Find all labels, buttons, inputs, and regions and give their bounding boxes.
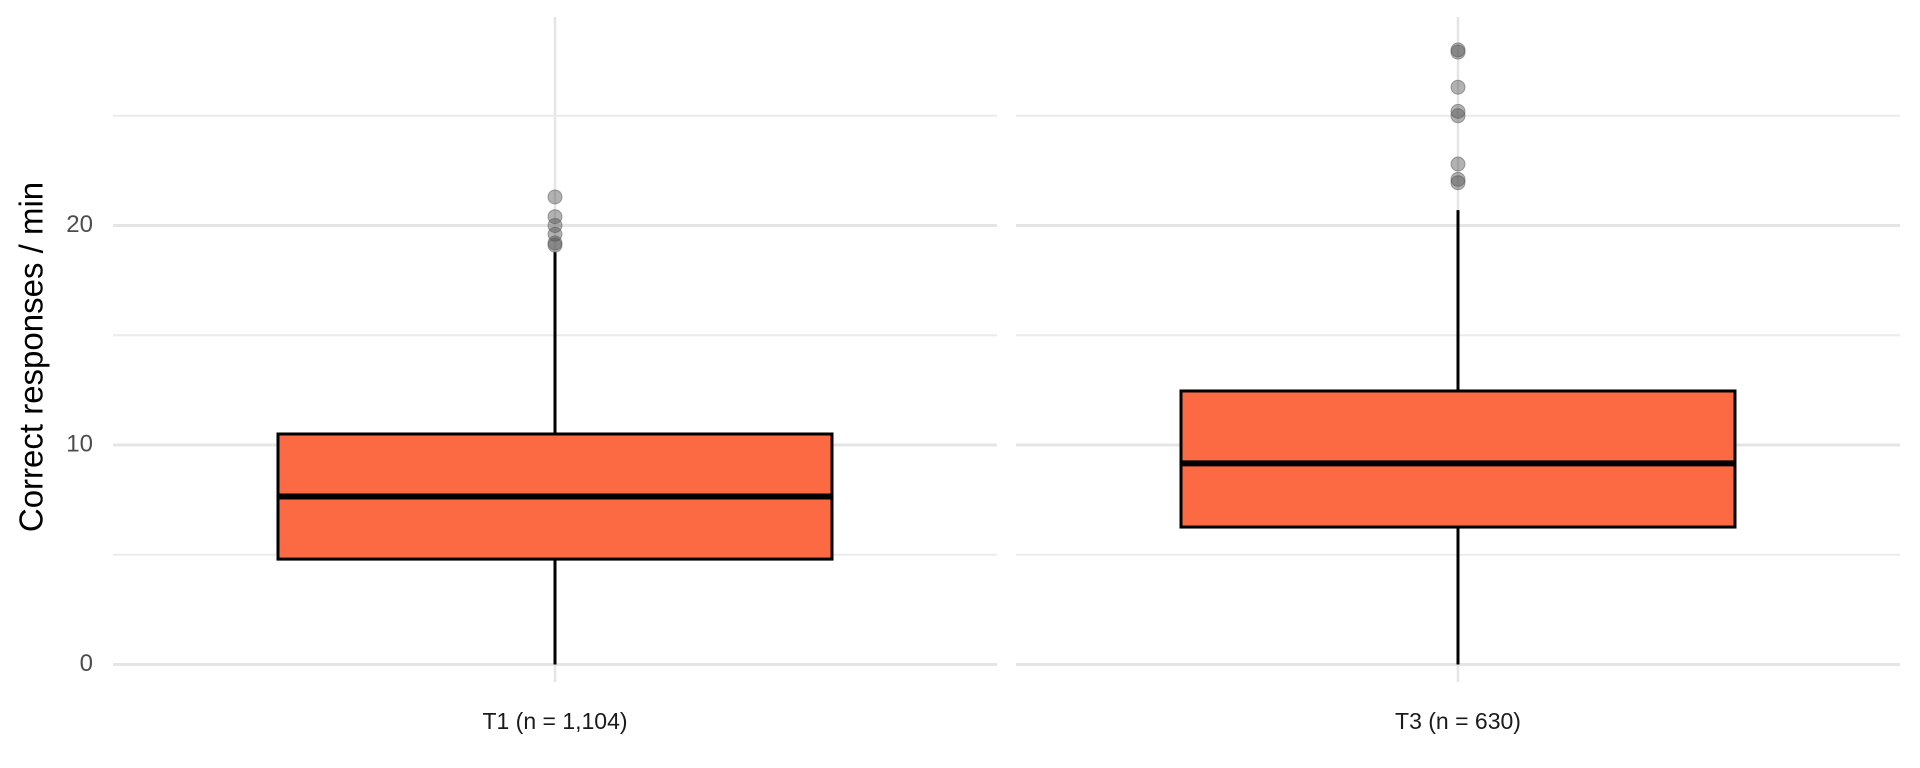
outlier <box>1450 108 1466 124</box>
outlier <box>1450 156 1466 172</box>
y-axis-label: Correct responses / min <box>13 182 50 532</box>
outlier <box>1450 171 1466 187</box>
x-tick-label: T1 (n = 1,104) <box>482 708 627 734</box>
outlier <box>1450 79 1466 95</box>
outlier <box>547 226 563 242</box>
outlier <box>1450 175 1466 191</box>
y-tick-label: 10 <box>66 430 93 457</box>
outlier <box>547 237 563 253</box>
outlier <box>1450 103 1466 119</box>
box <box>1179 389 1737 529</box>
outlier <box>547 217 563 233</box>
outlier <box>547 209 563 225</box>
y-tick-label: 0 <box>80 650 93 677</box>
y-tick-label: 20 <box>66 211 93 238</box>
outlier <box>1450 44 1466 60</box>
x-tick-label: T3 (n = 630) <box>1395 708 1521 734</box>
outlier <box>547 189 563 205</box>
